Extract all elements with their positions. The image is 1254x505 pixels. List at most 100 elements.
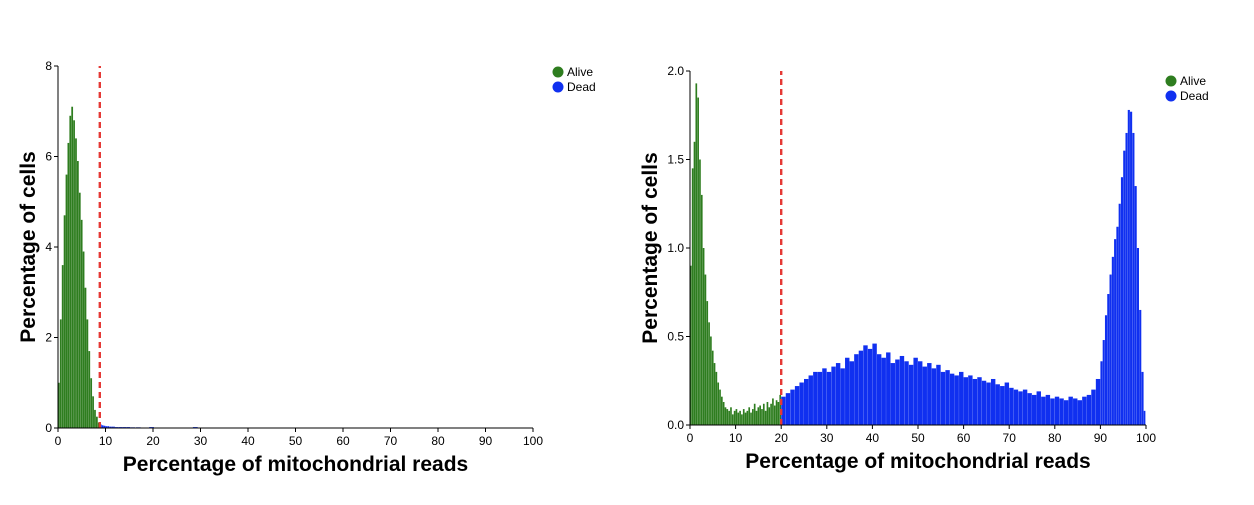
bar — [759, 405, 761, 425]
bar — [69, 115, 72, 429]
bar — [772, 398, 774, 425]
bar — [931, 368, 937, 425]
bar — [1045, 394, 1051, 425]
bar — [742, 409, 745, 425]
bar — [899, 355, 905, 425]
bar — [1123, 150, 1126, 425]
bar — [1139, 309, 1142, 425]
bar — [71, 106, 74, 428]
bar — [88, 351, 91, 428]
bar — [886, 352, 891, 425]
bar — [90, 378, 93, 428]
bar — [1111, 256, 1114, 425]
bar — [86, 319, 89, 428]
x-tick-label: 60 — [336, 434, 350, 448]
bar — [831, 366, 836, 425]
bar — [721, 396, 723, 425]
y-tick-label: 2 — [45, 331, 52, 345]
bar — [995, 384, 1000, 425]
bar — [1109, 274, 1112, 425]
bar — [1018, 391, 1023, 425]
bar — [1102, 340, 1105, 425]
legend-label-alive: Alive — [567, 65, 593, 79]
bar — [1120, 177, 1124, 425]
bar — [105, 426, 108, 428]
bar — [82, 251, 85, 428]
x-tick-label: 80 — [431, 434, 445, 448]
bar — [690, 265, 692, 425]
bar — [775, 400, 778, 425]
bar — [731, 414, 734, 425]
bar — [881, 357, 886, 425]
bar — [863, 345, 868, 425]
legend-marker-alive — [1165, 75, 1177, 87]
bar — [986, 382, 991, 425]
bar — [1116, 226, 1119, 425]
bar — [59, 319, 62, 428]
bar — [922, 366, 927, 425]
bar — [804, 378, 809, 425]
bar — [103, 425, 106, 428]
bar — [719, 389, 721, 425]
bar — [717, 382, 720, 425]
x-tick-label: 30 — [194, 434, 208, 448]
bar — [113, 426, 115, 428]
bar — [1022, 389, 1028, 425]
bar — [94, 409, 96, 428]
x-tick-label: 40 — [866, 431, 880, 445]
x-tick-label: 10 — [99, 434, 113, 448]
bar — [813, 371, 818, 425]
bar — [1063, 400, 1069, 425]
bar — [845, 357, 850, 425]
legend-label-alive: Alive — [1180, 74, 1206, 88]
bar — [817, 371, 823, 425]
bar — [78, 192, 81, 428]
x-tick-label: 0 — [55, 434, 62, 448]
bar — [968, 375, 973, 425]
bar — [1041, 396, 1046, 425]
bar — [733, 410, 736, 425]
bar — [713, 363, 716, 425]
bar — [744, 412, 747, 425]
series-alive — [690, 83, 782, 426]
bar — [959, 371, 964, 425]
bar — [977, 377, 982, 425]
bar — [711, 350, 714, 425]
bar — [876, 354, 882, 425]
bar — [835, 363, 841, 425]
bar — [777, 401, 780, 425]
bar — [706, 301, 709, 425]
bar — [702, 248, 705, 425]
bar — [1136, 248, 1140, 425]
y-tick-label: 8 — [45, 59, 52, 73]
bar — [908, 364, 914, 425]
bar — [1013, 389, 1019, 425]
x-tick-label: 20 — [775, 431, 789, 445]
bar — [990, 378, 996, 425]
bar — [755, 410, 758, 425]
x-tick-label: 10 — [729, 431, 743, 445]
bar — [1077, 400, 1083, 425]
bar — [773, 405, 776, 425]
bar — [101, 425, 104, 428]
bar — [1059, 398, 1064, 425]
bar — [963, 377, 969, 425]
bar — [704, 274, 707, 425]
bar — [770, 403, 772, 425]
bar — [1132, 132, 1135, 425]
bar — [1141, 371, 1144, 425]
bar — [752, 409, 754, 425]
bar — [1027, 393, 1032, 425]
y-tick-label: 0.0 — [667, 418, 684, 432]
x-tick-label: 40 — [241, 434, 255, 448]
bar — [936, 364, 941, 425]
bar — [764, 410, 767, 425]
bar — [1050, 398, 1055, 425]
bar — [84, 287, 87, 428]
bar — [746, 410, 749, 425]
bar — [1118, 203, 1121, 425]
x-tick-label: 20 — [146, 434, 160, 448]
bar — [1054, 396, 1060, 425]
